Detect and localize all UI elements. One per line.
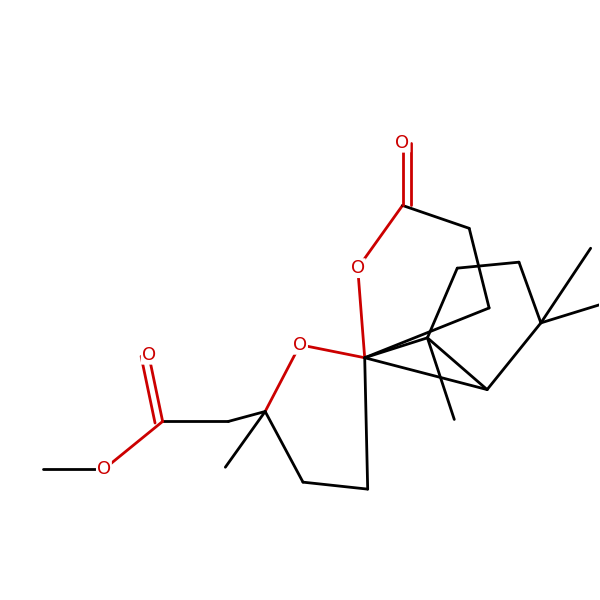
Text: O: O: [350, 259, 365, 277]
Text: O: O: [293, 336, 307, 354]
Text: O: O: [142, 346, 156, 364]
Text: O: O: [395, 134, 410, 152]
Text: O: O: [97, 460, 111, 478]
